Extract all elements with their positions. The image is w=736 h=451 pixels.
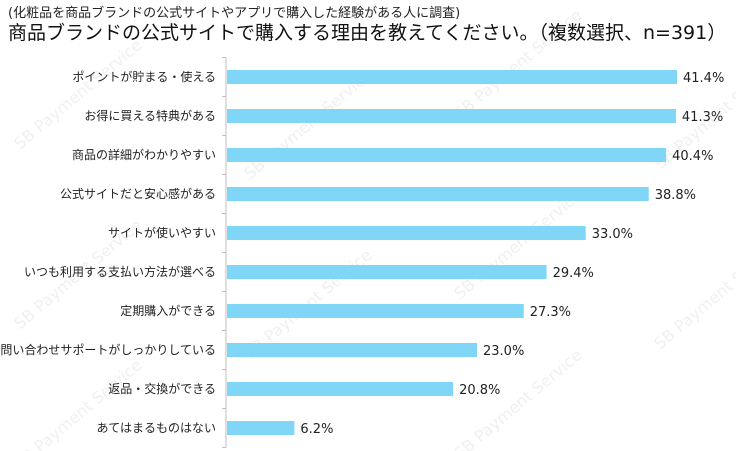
bar xyxy=(227,304,524,318)
category-label: 公式サイトだと安心感がある xyxy=(60,186,216,201)
bar-group: ポイントが貯まる・使える 41.4% お得に買える特典がある 41.3% 商品の詳細がわ… xyxy=(0,57,724,448)
watermark-text: SB Payment Service xyxy=(10,355,145,451)
value-label: 41.3% xyxy=(682,110,723,125)
category-label: ポイントが貯まる・使える xyxy=(72,69,216,84)
chart-subtitle: (化粧品を商品ブランドの公式サイトやアプリで購入した経験がある人に調査) xyxy=(8,6,461,21)
value-label: 6.2% xyxy=(300,422,333,437)
watermark-text: SB Payment Service xyxy=(650,235,736,353)
category-label: 商品の詳細がわかりやすい xyxy=(72,147,216,162)
category-label: サイトが使いやすい xyxy=(108,225,216,240)
category-label: 定期購入ができる xyxy=(120,303,216,318)
value-label: 41.4% xyxy=(683,71,724,86)
value-label: 23.0% xyxy=(483,344,524,359)
category-label: お得に買える特典がある xyxy=(84,108,216,123)
value-label: 33.0% xyxy=(592,227,633,242)
bar xyxy=(227,70,677,84)
value-label: 38.8% xyxy=(655,188,696,203)
bar xyxy=(227,382,454,396)
bar xyxy=(227,265,547,279)
watermark-text: SB Payment Service xyxy=(450,5,585,123)
bar xyxy=(227,109,676,123)
bar xyxy=(227,343,477,357)
bar xyxy=(227,187,649,201)
category-label: 返品・交換ができる xyxy=(108,381,216,396)
bar xyxy=(227,148,667,162)
value-label: 27.3% xyxy=(530,305,571,320)
value-label: 20.8% xyxy=(459,383,500,398)
category-label: あてはまるものはない xyxy=(96,421,216,435)
bar xyxy=(227,226,586,240)
watermark-text: SB Payment Service xyxy=(10,35,145,153)
category-label: いつも利用する支払い方法が選べる xyxy=(24,264,216,279)
category-label: 問い合わせサポートがしっかりしている xyxy=(0,342,216,357)
watermark-text: SB Payment Service xyxy=(450,185,585,303)
value-label: 40.4% xyxy=(672,149,713,164)
bar xyxy=(227,421,295,435)
value-label: 29.4% xyxy=(553,266,594,281)
chart-title: 商品ブランドの公式サイトで購入する理由を教えてください。（複数選択、n=391） xyxy=(8,22,727,44)
watermark-text: SB Payment Service xyxy=(450,345,585,451)
